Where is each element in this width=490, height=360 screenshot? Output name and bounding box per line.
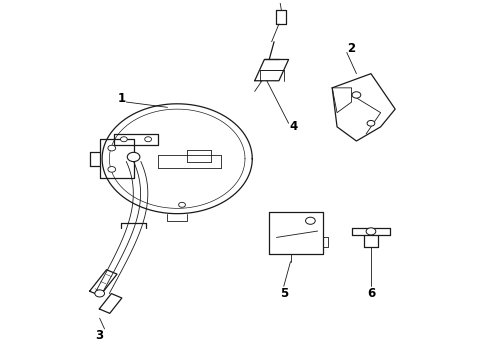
Circle shape xyxy=(367,121,375,126)
Text: 3: 3 xyxy=(96,329,104,342)
Text: 5: 5 xyxy=(280,287,288,300)
Text: 6: 6 xyxy=(367,287,375,300)
Text: 2: 2 xyxy=(347,42,356,55)
Circle shape xyxy=(366,228,376,235)
Circle shape xyxy=(121,137,127,142)
Circle shape xyxy=(352,92,361,98)
Circle shape xyxy=(306,217,315,224)
Circle shape xyxy=(127,152,140,162)
Circle shape xyxy=(95,290,104,297)
Circle shape xyxy=(108,145,116,151)
Text: 4: 4 xyxy=(289,120,297,133)
Circle shape xyxy=(108,167,116,172)
Circle shape xyxy=(179,202,185,207)
Circle shape xyxy=(145,137,151,142)
Text: 1: 1 xyxy=(118,92,125,105)
